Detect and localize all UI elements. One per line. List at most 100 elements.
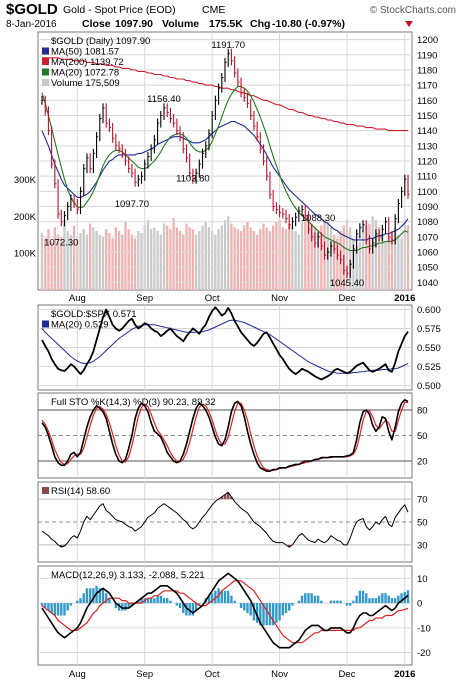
macd-x-tick-label: Dec — [339, 669, 356, 680]
macd-histogram-bar — [98, 588, 101, 604]
macd-histogram-bar — [130, 603, 134, 606]
macd-histogram-bar — [365, 593, 368, 604]
legend-entry: Full STO %K(14,3) %D(3) 90.23, 89.32 — [51, 397, 216, 408]
macd-x-tick-label: Oct — [205, 669, 220, 680]
macd-histogram-bar — [336, 600, 339, 604]
volume-bar — [262, 223, 265, 290]
macd-histogram-bar — [345, 603, 349, 606]
volume-bar — [140, 232, 143, 290]
macd-histogram-bar — [114, 603, 118, 609]
macd-histogram-bar — [185, 603, 188, 616]
macd-histogram-bar — [358, 590, 362, 604]
macd-histogram-bar — [332, 600, 336, 604]
volume-bar — [111, 238, 114, 290]
volume-bar — [397, 234, 400, 290]
macd-histogram-bar — [384, 593, 387, 604]
macd-histogram-bar — [182, 603, 185, 614]
y-tick-label: 0.525 — [417, 362, 441, 373]
volume-bar — [114, 227, 117, 290]
volume-bar — [204, 221, 207, 290]
panel-stochastic: 80 50 20 Full STO %K(14,3) %D(3) 90.23, 89.… — [37, 392, 428, 479]
volume-bar — [198, 231, 201, 290]
volume-bar — [50, 242, 53, 290]
legend-entry: MA(200) 1139.72 — [51, 57, 124, 68]
macd-histogram-bar — [156, 595, 159, 604]
macd-histogram-bar — [63, 603, 66, 616]
volume-bar — [281, 227, 284, 290]
macd-histogram-bar — [259, 603, 262, 626]
volume-bar — [56, 234, 60, 290]
y-tick-label: 1080 — [417, 217, 438, 228]
volume-bar — [333, 234, 336, 290]
macd-histogram-bar — [210, 593, 214, 604]
y-tick-label: 1160 — [417, 96, 437, 107]
volume-bar — [275, 221, 278, 290]
volume-bar — [361, 231, 365, 290]
macd-histogram-bar — [313, 595, 317, 604]
macd-histogram-bar — [268, 603, 272, 626]
volume-bar — [307, 216, 310, 290]
macd-histogram-bar — [284, 603, 288, 614]
volume-bar — [384, 242, 387, 290]
volume-tick-label: 300K — [14, 175, 37, 186]
volume-bar — [121, 234, 124, 290]
macd-histogram-bar — [69, 603, 73, 606]
macd-histogram-bar — [56, 603, 60, 616]
volume-bar — [188, 227, 191, 290]
macd-histogram-bar — [243, 603, 246, 611]
macd-histogram-bar — [146, 598, 150, 604]
volume-bar — [117, 231, 121, 290]
legend-entry: $GOLD (Daily) 1097.90 — [51, 36, 150, 47]
macd-x-tick-label: Aug — [69, 669, 86, 680]
macd-histogram-bar — [355, 595, 358, 604]
legend-entry: $GOLD:$SPX 0.571 — [51, 309, 137, 320]
y-tick-label: 70 — [417, 495, 428, 506]
volume-bar — [40, 232, 44, 290]
volume-bar — [150, 229, 153, 290]
macd-histogram-bar — [121, 603, 124, 611]
y-tick-label: 1190 — [417, 50, 437, 61]
macd-histogram-bar — [246, 603, 249, 614]
volume-bar — [291, 225, 294, 290]
header-chg-value: -10.80 (-0.97%) — [272, 18, 345, 30]
volume-bar — [108, 232, 111, 290]
macd-histogram-bar — [390, 598, 394, 604]
price-annotation: 1045.40 — [330, 278, 364, 289]
x-tick-label: Dec — [339, 293, 356, 304]
volume-bar — [288, 223, 291, 290]
volume-bar — [313, 227, 317, 290]
volume-bar — [381, 234, 384, 290]
volume-tick-label: 100K — [14, 249, 37, 260]
price-annotation: 1088.30 — [301, 213, 335, 224]
volume-bar — [214, 234, 217, 290]
rsi-line — [41, 491, 409, 548]
x-tick-label: Nov — [271, 293, 288, 304]
volume-bar — [201, 225, 204, 290]
volume-bar — [390, 231, 394, 290]
macd-histogram-bar — [361, 590, 365, 604]
y-tick-label: 0.600 — [417, 305, 441, 316]
macd-histogram-bar — [50, 603, 53, 614]
macd-histogram-bar — [194, 603, 198, 611]
macd-histogram-bar — [374, 598, 378, 604]
legend-entry: Volume 175,509 — [51, 78, 120, 89]
volume-bar — [47, 229, 50, 290]
volume-bar — [172, 218, 175, 290]
volume-bar — [320, 225, 323, 290]
volume-bar — [220, 225, 223, 290]
macd-histogram-bar — [255, 603, 259, 623]
macd-histogram-bar — [175, 603, 179, 606]
volume-bar — [368, 223, 371, 290]
price-annotation: 1097.70 — [115, 199, 149, 210]
y-tick-label: 0.500 — [417, 381, 441, 392]
macd-histogram-bar — [60, 603, 63, 616]
down-arrow-icon — [405, 21, 413, 27]
macd-histogram-bar — [329, 600, 333, 604]
volume-bar — [162, 223, 166, 290]
macd-histogram-bar — [47, 603, 50, 611]
volume-bar — [156, 231, 159, 290]
volume-bar — [79, 232, 82, 290]
volume-bar — [374, 219, 378, 290]
macd-histogram-bar — [79, 598, 82, 604]
